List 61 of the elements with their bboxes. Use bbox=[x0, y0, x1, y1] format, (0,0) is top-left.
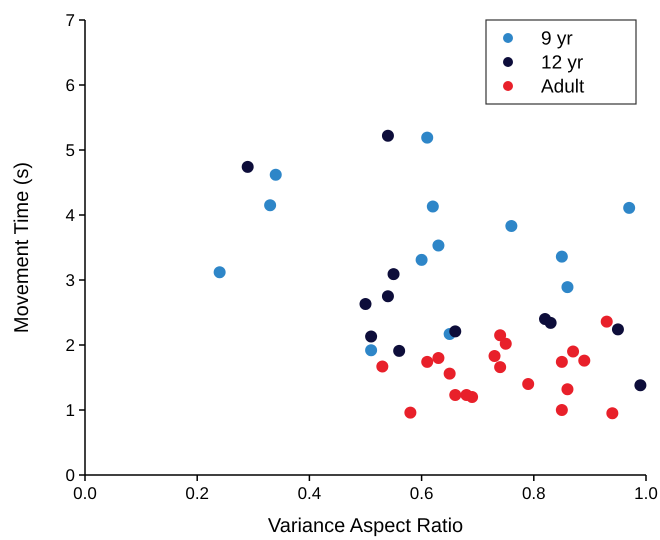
y-tick-label: 5 bbox=[66, 140, 75, 160]
point bbox=[376, 360, 388, 372]
x-tick-label: 0.8 bbox=[522, 484, 546, 503]
point bbox=[600, 316, 613, 328]
legend-label: Adult bbox=[541, 76, 586, 98]
point bbox=[567, 346, 580, 358]
point bbox=[382, 130, 394, 142]
point bbox=[494, 361, 506, 374]
point bbox=[264, 199, 276, 212]
point bbox=[404, 406, 416, 419]
point bbox=[466, 391, 478, 403]
point bbox=[500, 338, 512, 350]
point bbox=[449, 389, 462, 402]
point bbox=[416, 254, 428, 266]
point bbox=[214, 266, 226, 278]
point bbox=[365, 344, 378, 356]
point bbox=[421, 132, 434, 144]
x-tick-label: 0.2 bbox=[185, 484, 210, 503]
point bbox=[522, 378, 534, 390]
point bbox=[432, 352, 444, 364]
point bbox=[488, 350, 501, 362]
point bbox=[556, 404, 568, 416]
y-tick-label: 0 bbox=[66, 466, 75, 485]
legend-label: 12 yr bbox=[541, 52, 584, 74]
y-tick-label: 6 bbox=[66, 76, 75, 95]
point bbox=[242, 160, 254, 173]
point bbox=[505, 220, 518, 232]
point bbox=[612, 323, 624, 336]
point bbox=[544, 316, 557, 329]
point bbox=[449, 325, 462, 338]
point bbox=[561, 383, 574, 396]
point bbox=[365, 330, 378, 343]
point bbox=[634, 379, 646, 392]
y-tick-label: 4 bbox=[66, 206, 75, 225]
y-tick-label: 2 bbox=[66, 336, 75, 355]
y-axis-title: Movement Time (s) bbox=[11, 162, 33, 334]
point bbox=[393, 344, 406, 357]
y-tick-label: 3 bbox=[66, 270, 75, 290]
point bbox=[494, 329, 506, 342]
point bbox=[556, 250, 568, 263]
point bbox=[623, 202, 636, 214]
point bbox=[360, 298, 372, 310]
y-tick-label: 7 bbox=[66, 10, 75, 30]
point bbox=[382, 290, 394, 302]
point bbox=[606, 407, 618, 420]
point bbox=[388, 268, 400, 280]
point bbox=[432, 240, 444, 252]
x-axis-title: Variance Aspect Ratio bbox=[268, 515, 464, 537]
x-tick-label: 1.0 bbox=[634, 484, 658, 503]
point bbox=[421, 356, 434, 368]
point bbox=[270, 168, 282, 181]
point bbox=[444, 368, 456, 380]
x-tick-label: 0.4 bbox=[298, 484, 322, 503]
point bbox=[578, 354, 590, 367]
point bbox=[426, 200, 439, 213]
legend-label: 9 yr bbox=[541, 28, 574, 50]
point bbox=[561, 281, 574, 294]
x-tick-label: 0.6 bbox=[410, 484, 434, 503]
y-tick-label: 1 bbox=[66, 400, 75, 420]
x-tick-label: 0.0 bbox=[73, 484, 97, 503]
point bbox=[556, 356, 568, 368]
